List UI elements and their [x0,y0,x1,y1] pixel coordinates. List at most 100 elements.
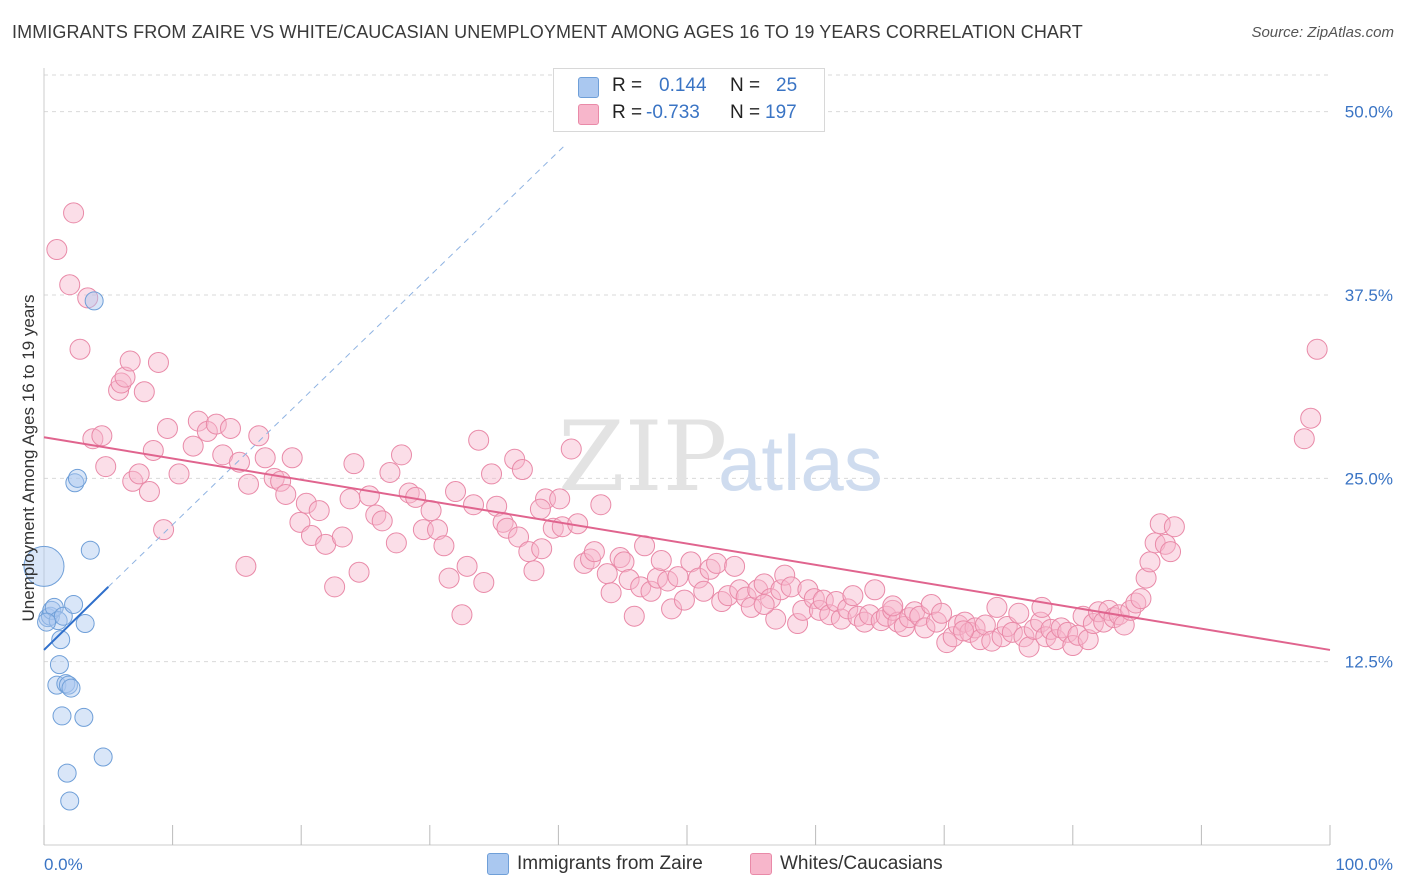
point-whites-caucasians [1018,636,1040,658]
point-whites-caucasians [511,459,533,481]
point-whites-caucasians [91,425,113,447]
point-immigrants-from-zaire [51,630,71,650]
trendline-zaire-extension [107,145,566,588]
point-whites-caucasians [717,585,739,607]
watermark-atlas: atlas [718,419,883,507]
point-whites-caucasians [529,498,551,520]
point-whites-caucasians [1135,567,1157,589]
point-immigrants-from-zaire [61,678,81,698]
y-tick-label: 12.5% [1345,653,1393,672]
point-whites-caucasians [1045,629,1067,651]
point-whites-caucasians [463,494,485,516]
point-whites-caucasians [468,429,490,451]
point-whites-caucasians [909,605,931,627]
legend-n-value: 25 [776,75,798,96]
x-tick-labels: 0.0% 100.0% [44,855,1393,874]
point-whites-caucasians [308,500,330,522]
point-whites-caucasians [859,604,881,626]
legend-r-label: R = [612,102,643,123]
point-whites-caucasians [657,570,679,592]
legend-n-label: N = [730,102,761,123]
point-whites-caucasians [46,239,68,261]
point-immigrants-from-zaire [42,600,62,620]
x-tick-label-min: 0.0% [44,855,83,874]
point-immigrants-from-zaire [49,655,69,675]
point-whites-caucasians [1077,629,1099,651]
point-whites-caucasians [138,481,160,503]
point-whites-caucasians [667,566,689,588]
point-whites-caucasians [699,558,721,580]
point-whites-caucasians [753,593,775,615]
point-whites-caucasians [640,580,662,602]
correlation-legend: R = 0.144 N = 25 R = -0.733 N = 197 [553,68,825,132]
y-tick-label: 25.0% [1345,469,1393,488]
legend-r-label: R = [612,75,643,96]
point-whites-caucasians [613,551,635,573]
point-immigrants-from-zaire [80,540,100,560]
point-whites-caucasians [254,447,276,469]
trendline-zaire [43,586,110,651]
point-whites-caucasians [248,425,270,447]
point-whites-caucasians [275,483,297,505]
point-immigrants-from-zaire [52,706,72,726]
point-whites-caucasians [1160,541,1182,563]
point-whites-caucasians [837,598,859,620]
point-whites-caucasians [385,532,407,554]
point-immigrants-from-zaire [84,291,104,311]
point-whites-caucasians [673,589,695,611]
point-whites-caucasians [69,338,91,360]
point-whites-caucasians [600,582,622,604]
point-whites-caucasians [634,535,656,557]
point-whites-caucasians [110,372,132,394]
trendline-whites [43,436,1331,651]
legend-swatch-pink [578,104,599,125]
legend-r-value: 0.144 [659,75,707,96]
point-whites-caucasians [1149,513,1171,535]
chart-title: IMMIGRANTS FROM ZAIRE VS WHITE/CAUCASIAN… [12,22,1083,42]
point-immigrants-from-zaire [37,612,57,632]
point-whites-caucasians [147,351,169,373]
bottom-legend-label: Immigrants from Zaire [517,853,703,874]
point-immigrants-from-zaire [67,468,87,488]
point-whites-caucasians [133,381,155,403]
point-whites-caucasians [954,611,976,633]
point-whites-caucasians [59,274,81,296]
source-credit: Source: ZipAtlas.com [1251,24,1394,41]
point-whites-caucasians [281,447,303,469]
point-whites-caucasians [1306,338,1328,360]
point-whites-caucasians [974,614,996,636]
point-whites-caucasians [706,552,728,574]
point-whites-caucasians [95,456,117,478]
point-whites-caucasians [560,438,582,460]
point-whites-caucasians [986,596,1008,618]
point-whites-caucasians [228,451,250,473]
point-whites-caucasians [991,626,1013,648]
point-whites-caucasians [343,453,365,475]
bottom-legend-swatch-blue [487,853,509,875]
point-whites-caucasians [504,448,526,470]
axes [43,68,1331,846]
point-immigrants-from-zaire [64,594,84,614]
point-whites-caucasians [531,538,553,560]
point-whites-caucasians [473,571,495,593]
point-whites-caucasians [153,519,175,541]
point-whites-caucasians [237,473,259,495]
point-whites-caucasians [77,287,99,309]
point-whites-caucasians [63,202,85,224]
point-whites-caucasians [780,576,802,598]
point-whites-caucasians [295,492,317,514]
y-tick-labels: 12.5% 25.0% 37.5% 50.0% [1345,103,1393,672]
point-whites-caucasians [661,598,683,620]
point-whites-caucasians [1001,621,1023,643]
point-whites-caucasians [1130,588,1152,610]
point-whites-caucasians [219,417,241,439]
point-immigrants-from-zaire [74,707,94,727]
point-whites-caucasians [182,435,204,457]
point-whites-caucasians [371,510,393,532]
point-whites-caucasians [787,613,809,635]
point-whites-caucasians [324,576,346,598]
point-whites-caucasians [765,608,787,630]
point-immigrants-from-zaire [60,791,80,811]
point-whites-caucasians [235,555,257,577]
